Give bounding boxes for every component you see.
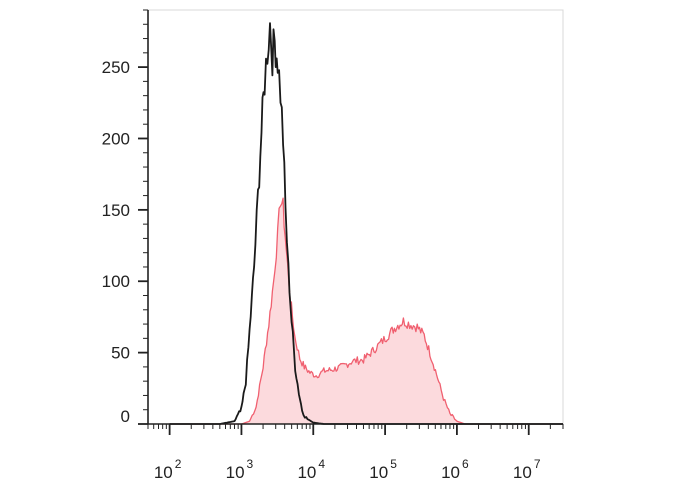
x-tick-label: 10 6 bbox=[441, 457, 469, 482]
y-tick-label: 0 bbox=[121, 407, 130, 426]
x-axis-ticks: 10 2 10 3 10 4 10 5 10 6 10 7 bbox=[147, 424, 564, 482]
x-tick-label-exponent: 6 bbox=[462, 457, 469, 471]
x-tick-label-base: 10 bbox=[441, 463, 460, 482]
x-tick-label-base: 10 bbox=[297, 463, 316, 482]
series-layer bbox=[169, 22, 563, 425]
series-1-fill bbox=[169, 198, 563, 424]
x-tick-label-exponent: 7 bbox=[534, 457, 541, 471]
x-tick-label: 10 5 bbox=[369, 457, 397, 482]
y-tick-label: 50 bbox=[111, 344, 130, 363]
x-tick-label-base: 10 bbox=[226, 463, 245, 482]
y-tick-label: 150 bbox=[102, 201, 130, 220]
y-tick-label: 250 bbox=[102, 58, 130, 77]
x-tick-label-exponent: 4 bbox=[318, 457, 325, 471]
x-tick-label: 10 3 bbox=[226, 457, 254, 482]
y-tick-label: 200 bbox=[102, 129, 130, 148]
x-tick-label-exponent: 2 bbox=[175, 457, 182, 471]
x-tick-label-exponent: 3 bbox=[247, 457, 254, 471]
x-tick-label: 10 4 bbox=[297, 457, 325, 482]
x-tick-label: 10 7 bbox=[513, 457, 541, 482]
x-tick-label-exponent: 5 bbox=[390, 457, 397, 471]
y-axis-ticks: 0 50 100 150 200 250 bbox=[102, 9, 148, 426]
x-tick-label-base: 10 bbox=[154, 463, 173, 482]
x-tick-label-base: 10 bbox=[513, 463, 532, 482]
y-tick-label: 100 bbox=[102, 272, 130, 291]
x-tick-label: 10 2 bbox=[154, 457, 182, 482]
x-tick-label-base: 10 bbox=[369, 463, 388, 482]
